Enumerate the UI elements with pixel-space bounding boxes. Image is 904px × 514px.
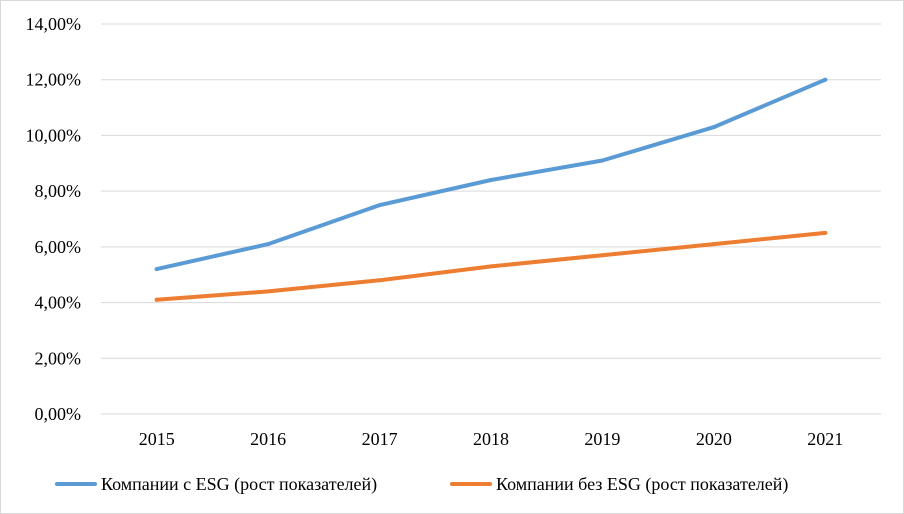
series-1-point [154,267,159,272]
y-tick-label: 12,00% [26,70,82,90]
x-tick-label: 2020 [696,429,732,449]
series-2-point [377,278,382,283]
series-2-point [489,264,493,269]
legend: Компании с ESG (рост показателей) Компани… [55,474,788,495]
y-tick-label: 0,00% [35,404,82,424]
x-tick-label: 2018 [473,429,509,449]
series-2-point [266,289,271,294]
series-2-point [823,230,828,235]
y-tick-label: 6,00% [35,237,82,257]
x-tick-label: 2021 [807,429,843,449]
x-tick-label: 2015 [139,429,175,449]
y-tick-label: 2,00% [35,348,82,368]
y-tick-label: 4,00% [35,293,82,313]
series-1-point [600,158,605,163]
gridlines [101,23,881,415]
series-2-point [154,297,159,302]
series-2-point [600,253,605,258]
x-tick-label: 2017 [362,429,398,449]
x-axis-tick-labels: 2015 2016 2017 2018 2019 2020 2021 [139,429,844,449]
x-tick-label: 2019 [584,429,620,449]
series-1-point [266,242,271,247]
x-tick-label: 2016 [250,429,286,449]
y-tick-label: 8,00% [35,181,82,201]
series-1-point [823,77,828,82]
y-axis-tick-labels: 0,00% 2,00% 4,00% 6,00% 8,00% 10,00% 12,00% 14,… [26,14,82,424]
series-2-point [711,242,716,247]
series-1-point [377,203,382,208]
series-1-point [489,178,493,182]
series-line-1 [154,77,828,272]
legend-label-2: Компании без ESG (рост показателей) [496,474,788,495]
y-tick-label: 14,00% [26,14,82,34]
legend-label-1: Компании с ESG (рост показателей) [101,474,377,495]
y-tick-label: 10,00% [26,125,82,145]
series-1-point [711,125,716,130]
series-lines [154,77,828,302]
